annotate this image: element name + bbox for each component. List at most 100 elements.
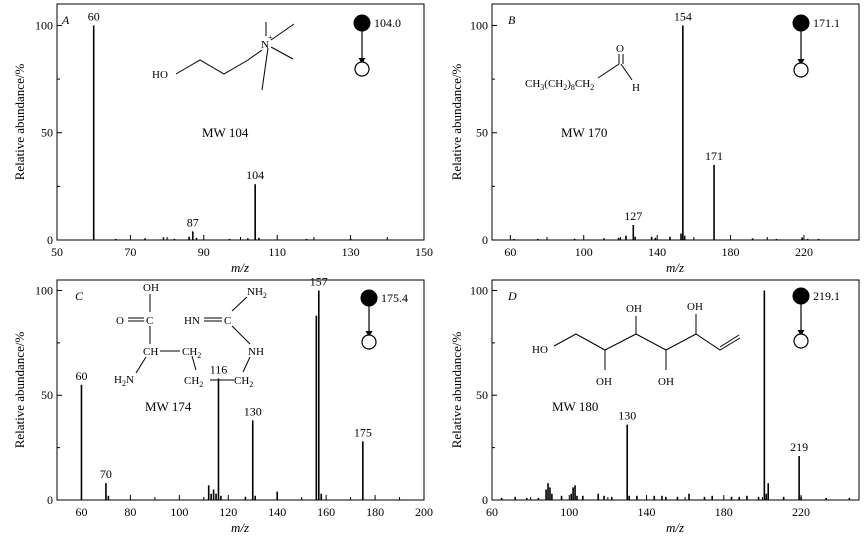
panel-c-arrowhead-icon (365, 331, 373, 337)
panel-b-precursor-mz: 171.1 (813, 16, 840, 30)
panel-c-structure (128, 294, 251, 381)
panel-b-peak-label: 127 (624, 209, 642, 223)
panel-d-atom-oh2: OH (687, 301, 703, 313)
panel-d-atom-oh4: OH (658, 376, 674, 388)
panel-a-x-tick-label: 90 (198, 245, 210, 259)
panel-b-y-tick-label: 100 (470, 18, 488, 32)
panel-a-mw: MW 104 (202, 125, 249, 140)
panel-d-x-tick-label: 100 (560, 505, 578, 519)
panel-a-y-tick-label: 0 (47, 233, 53, 247)
panel-d-y-tick-label: 100 (470, 283, 488, 297)
panel-b-mw: MW 170 (561, 125, 607, 140)
panel-b-structure: CH3(CH2)8CH2 O H (525, 43, 640, 94)
panel-a-structure (175, 22, 295, 91)
panel-d-y-axis-title: Relative abundance/% (449, 332, 464, 449)
panel-b-x-tick-label: 220 (795, 245, 813, 259)
panel-d-x-tick-label: 140 (638, 505, 656, 519)
panel-c-x-tick-label: 100 (170, 505, 188, 519)
panel-c-x-tick-label: 60 (75, 505, 87, 519)
panel-d-mw: MW 180 (552, 399, 598, 414)
panel-a-x-axis-title: m/z (231, 260, 249, 275)
panel-c-atom-nh2: NH2 (247, 286, 267, 300)
panel-b-peak-labels: 127 154 171 (624, 9, 723, 223)
panel-c-precursor-glyph (360, 289, 378, 350)
panel-c-peak-label: 130 (244, 404, 262, 418)
panel-d-x-tick-label: 180 (715, 505, 733, 519)
panel-d-atom-oh1: OH (626, 303, 642, 315)
panel-c-peak-label: 60 (75, 369, 87, 383)
panel-a-precursor-glyph (353, 14, 371, 77)
panel-d-bond (719, 334, 740, 348)
panel-a-y-tick-label: 100 (35, 18, 53, 32)
panel-a-open-circle-icon (354, 61, 370, 77)
panel-d-y-tick-label: 50 (476, 388, 488, 402)
panel-a-charge: + (268, 33, 273, 42)
panel-b-letter: B (508, 13, 516, 27)
panel-a-bond (261, 47, 269, 91)
panel-c-y-axis-title: Relative abundance/% (12, 332, 27, 449)
panel-a-filled-circle-icon (353, 14, 371, 32)
panel-c-x-tick-label: 140 (268, 505, 286, 519)
panel-c-y-tick-label: 100 (35, 283, 53, 297)
panel-b-x-tick-label: 180 (722, 245, 740, 259)
panel-d-atom-ho: HO (532, 344, 548, 356)
panel-d-axes: 60 100 140 180 220 0 50 100 (470, 283, 810, 519)
panel-a-bond (270, 23, 295, 41)
panel-c-peak-label: 175 (354, 425, 372, 439)
panel-c-x-tick-label: 80 (124, 505, 136, 519)
panel-d-precursor-mz: 219.1 (813, 289, 840, 303)
panel-d-x-tick-label: 220 (792, 505, 810, 519)
panel-d-arrowhead-icon (797, 330, 805, 336)
panel-c-filled-circle-icon (360, 289, 378, 307)
panel-a-peak-label: 87 (187, 215, 199, 229)
panel-c-atom-ch2-b: CH2 (184, 375, 203, 389)
panel-b-y-axis-title: Relative abundance/% (449, 64, 464, 181)
panel-c-atom-ch: CH (143, 346, 158, 358)
panel-d-filled-circle-icon (792, 287, 810, 305)
panel-d-y-tick-label: 0 (482, 493, 488, 507)
panel-a-x-tick-label: 70 (124, 245, 136, 259)
panel-b-arrowhead-icon (797, 59, 805, 65)
panel-b-y-tick-label: 0 (482, 233, 488, 247)
panel-b-x-axis-title: m/z (666, 260, 684, 275)
panel-b-peak-label: 154 (674, 9, 692, 23)
panel-c-x-tick-label: 160 (317, 505, 335, 519)
panel-b-frame (491, 3, 860, 241)
panel-b-y-tick-label: 50 (476, 126, 488, 140)
panel-c-x-tick-label: 120 (219, 505, 237, 519)
panel-a-bond (175, 49, 263, 75)
panel-c-peak-label: 116 (210, 362, 228, 376)
panel-a-atom-ho: HO (152, 69, 168, 81)
panel-a-peaks (92, 25, 352, 240)
panel-b-peak-label: 171 (705, 149, 723, 163)
panel-a-x-tick-label: 110 (268, 245, 286, 259)
panel-a-x-tick-label: 50 (51, 245, 63, 259)
panel-a-atom-n: N (261, 39, 269, 51)
panel-c-atom-c2: C (224, 315, 231, 327)
panel-d-x-axis-title: m/z (666, 520, 684, 535)
panel-d-letter: D (507, 289, 517, 303)
panel-c-bond (242, 356, 251, 373)
panel-c-axes: 60 80 100 120 140 160 180 200 0 50 100 (35, 283, 433, 519)
panel-c-atom-ch2-a: CH2 (182, 346, 201, 360)
panel-c-bond (231, 325, 251, 345)
panel-c-letter: C (75, 289, 84, 303)
panel-a-x-tick-label: 150 (415, 245, 433, 259)
panel-d-x-tick-label: 60 (486, 505, 498, 519)
panel-c-precursor-mz: 175.4 (381, 291, 408, 305)
panel-d-peaks (500, 290, 851, 500)
panel-c-atom-o: O (116, 315, 124, 327)
panel-d-peak-labels: 130 219 (618, 409, 808, 454)
panel-d-open-circle-icon (793, 333, 809, 349)
panel-c-x-tick-label: 200 (415, 505, 433, 519)
panel-a-peak-labels: 60 87 104 (88, 9, 264, 229)
panel-c-peaks (80, 290, 364, 500)
panel-b-x-tick-label: 140 (648, 245, 666, 259)
panel-a-peak-label: 104 (246, 168, 264, 182)
panel-c-atom-c1: C (146, 315, 153, 327)
panel-c-atom-nh: NH (248, 346, 264, 358)
panel-a-bond (270, 46, 294, 60)
panel-a-precursor-mz: 104.0 (374, 16, 401, 30)
